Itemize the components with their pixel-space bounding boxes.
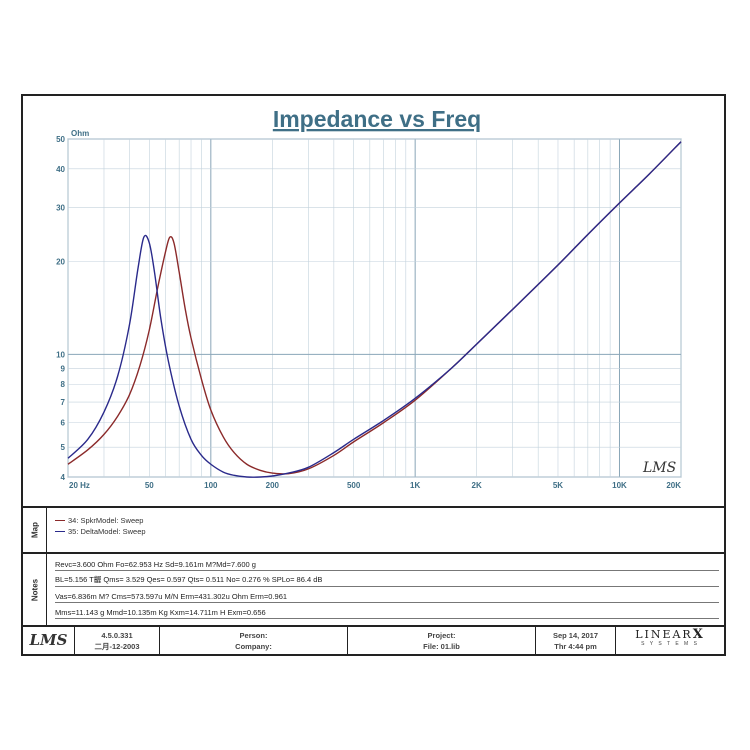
x-tick-label: 200	[266, 481, 280, 490]
note-line: BL=5.156 T齷 Qms= 3.529 Qes= 0.597 Qts= 0…	[55, 574, 719, 587]
legend-swatch-delta-model	[55, 531, 65, 532]
impedance-chart: Impedance vs Freq 20 Hz 50 100 200 500 1K 2K 5K…	[56, 106, 682, 490]
plot-area	[67, 138, 682, 478]
x-axis-tick-labels: 20 Hz 50 100 200 500 1K 2K 5K 10K 20K	[69, 481, 681, 490]
footer-date-cell: Sep 14, 2017 Thr 4:44 pm	[536, 627, 616, 654]
series-line-delta-model	[67, 141, 682, 478]
note-line: Mms=11.143 g Mmd=10.135m Kg Kxm=14.711m …	[55, 606, 719, 619]
map-section: Map 34: SpkrModel: Sweep 35: DeltaModel:…	[23, 506, 724, 552]
y-axis-label: Ohm	[71, 129, 89, 138]
y-tick-label: 4	[61, 473, 66, 482]
footer-logo-cell: LMS	[23, 627, 75, 654]
x-tick-label: 20 Hz	[69, 481, 90, 490]
map-section-label: Map	[23, 508, 47, 552]
y-tick-label: 8	[61, 380, 66, 389]
y-tick-label: 9	[61, 364, 66, 373]
y-tick-label: 6	[61, 419, 66, 428]
lms-logo: LMS	[29, 631, 68, 649]
legend-swatch-spkr-model	[55, 520, 65, 521]
footer-version-cell: 4.5.0.331 二月-12-2003	[75, 627, 160, 654]
report-date: Sep 14, 2017	[552, 631, 599, 640]
x-tick-label: 10K	[612, 481, 627, 490]
footer-person-cell: Person: Company:	[160, 627, 348, 654]
lms-watermark: LMS	[642, 460, 676, 476]
x-tick-label: 100	[204, 481, 218, 490]
report-frame: Impedance vs Freq 20 Hz 50 100 200 500 1K 2K 5K…	[21, 94, 726, 656]
legend-item-spkr-model: 34: SpkrModel: Sweep	[55, 516, 143, 525]
grid-lines	[67, 138, 682, 478]
footer-project-cell: Project: File: 01.lib	[348, 627, 536, 654]
footer-brand-cell: LINEARX S Y S T E M S	[616, 627, 724, 654]
brand-logo: LINEARX	[635, 627, 705, 642]
file-label: File: 01.lib	[423, 642, 460, 651]
y-tick-label: 10	[56, 350, 65, 359]
y-tick-label: 50	[56, 135, 65, 144]
x-tick-label: 20K	[666, 481, 681, 490]
note-line: Revc=3.600 Ohm Fo=62.953 Hz Sd=9.161m M?…	[55, 558, 719, 571]
note-line: Vas=6.836m M? Cms=573.597u M/N Erm=431.3…	[55, 590, 719, 603]
x-tick-label: 5K	[553, 481, 563, 490]
x-tick-label: 2K	[472, 481, 482, 490]
notes-section-label: Notes	[23, 554, 47, 625]
x-tick-label: 500	[347, 481, 361, 490]
company-label: Company:	[235, 642, 272, 651]
y-axis-tick-labels: 4 5 6 7 8 9 10 20 30 40 50	[56, 135, 65, 482]
software-version: 4.5.0.331	[101, 631, 133, 640]
x-tick-label: 50	[145, 481, 154, 490]
notes-section: Notes Revc=3.600 Ohm Fo=62.953 Hz Sd=9.1…	[23, 552, 724, 625]
build-date: 二月-12-2003	[94, 642, 140, 651]
chart-title: Impedance vs Freq	[273, 106, 481, 132]
report-time: Thr 4:44 pm	[554, 642, 597, 651]
legend-label: 35: DeltaModel: Sweep	[68, 527, 146, 536]
person-label: Person:	[239, 631, 268, 640]
y-tick-label: 40	[56, 165, 65, 174]
y-tick-label: 5	[61, 443, 66, 452]
series-group	[67, 141, 682, 478]
project-label: Project:	[427, 631, 456, 640]
y-tick-label: 30	[56, 203, 65, 212]
y-tick-label: 20	[56, 258, 65, 267]
x-tick-label: 1K	[410, 481, 420, 490]
footer: LMS 4.5.0.331 二月-12-2003 Person: Company…	[23, 625, 724, 654]
legend-label: 34: SpkrModel: Sweep	[68, 516, 144, 525]
brand-subtitle: S Y S T E M S	[641, 641, 699, 647]
legend-item-delta-model: 35: DeltaModel: Sweep	[55, 527, 146, 536]
y-tick-label: 7	[61, 398, 66, 407]
